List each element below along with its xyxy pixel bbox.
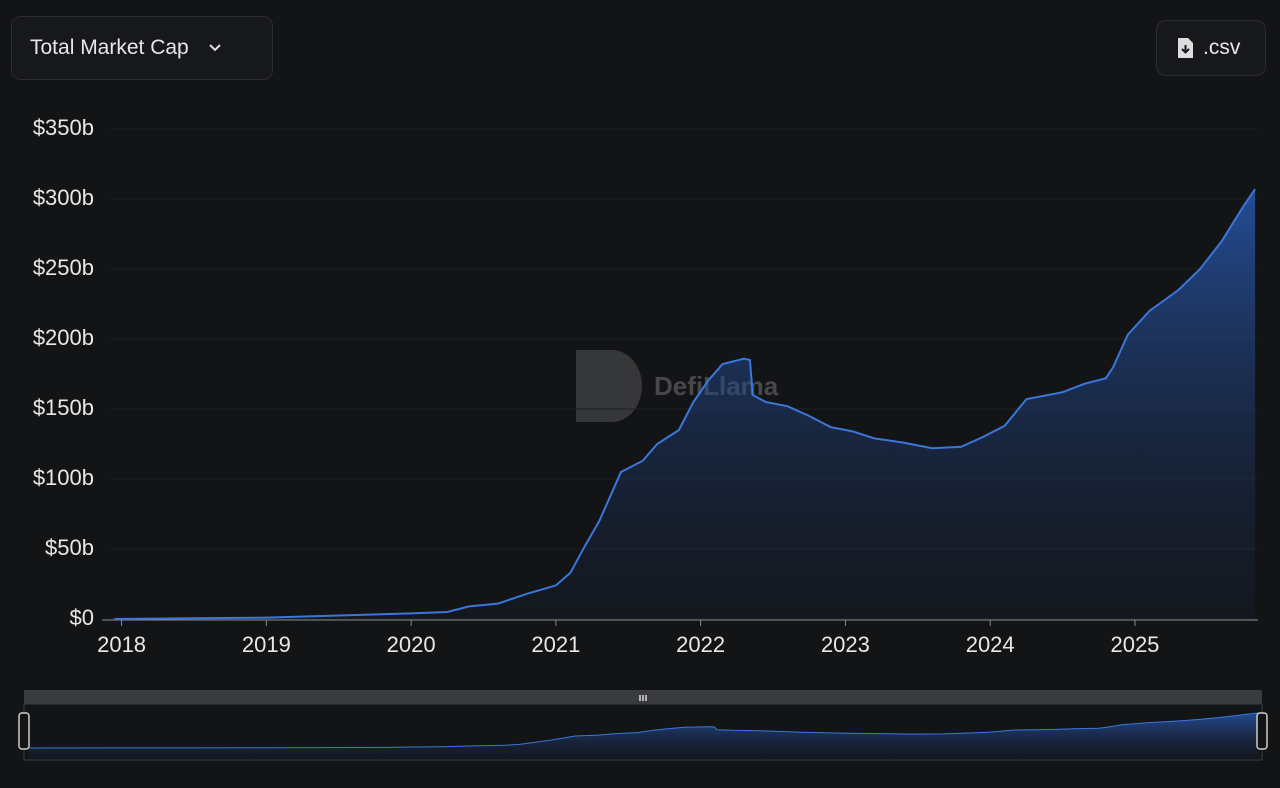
x-tick-label: 2018 [97,632,146,657]
metric-dropdown[interactable]: Total Market Cap [11,16,273,80]
y-tick-label: $250b [33,255,94,280]
navigator-grip [639,695,647,701]
area [114,189,1256,619]
chevron-icon [209,44,221,52]
watermark: DefiLlama [576,350,779,422]
file-icon [1178,38,1193,58]
download-label: .csv [1203,36,1241,59]
y-tick-label: $300b [33,185,94,210]
csv-download-button[interactable]: .csv [1156,20,1266,76]
y-tick-label: $350b [33,115,94,140]
x-tick-label: 2021 [531,632,580,657]
navigator-frame [23,703,1263,761]
y-tick-label: $50b [45,535,94,560]
x-tick-label: 2025 [1110,632,1159,657]
navigator-handle [1256,712,1268,750]
navigator-bar [24,690,1262,704]
y-tick-label: $0 [70,605,94,630]
y-tick-label: $200b [33,325,94,350]
x-tick-label: 2020 [387,632,436,657]
navigator-area [28,712,1259,760]
line [114,188,1256,620]
watermark-text: DefiLlama [654,371,779,401]
x-tick-label: 2023 [821,632,870,657]
x-tick-label: 2019 [242,632,291,657]
navigator-handle [18,712,30,750]
y-tick-label: $100b [33,465,94,490]
dropdown-label: Total Market Cap [30,36,189,59]
x-tick-label: 2024 [966,632,1015,657]
y-tick-label: $150b [33,395,94,420]
navigator-line [28,712,1259,749]
x-tick-label: 2022 [676,632,725,657]
